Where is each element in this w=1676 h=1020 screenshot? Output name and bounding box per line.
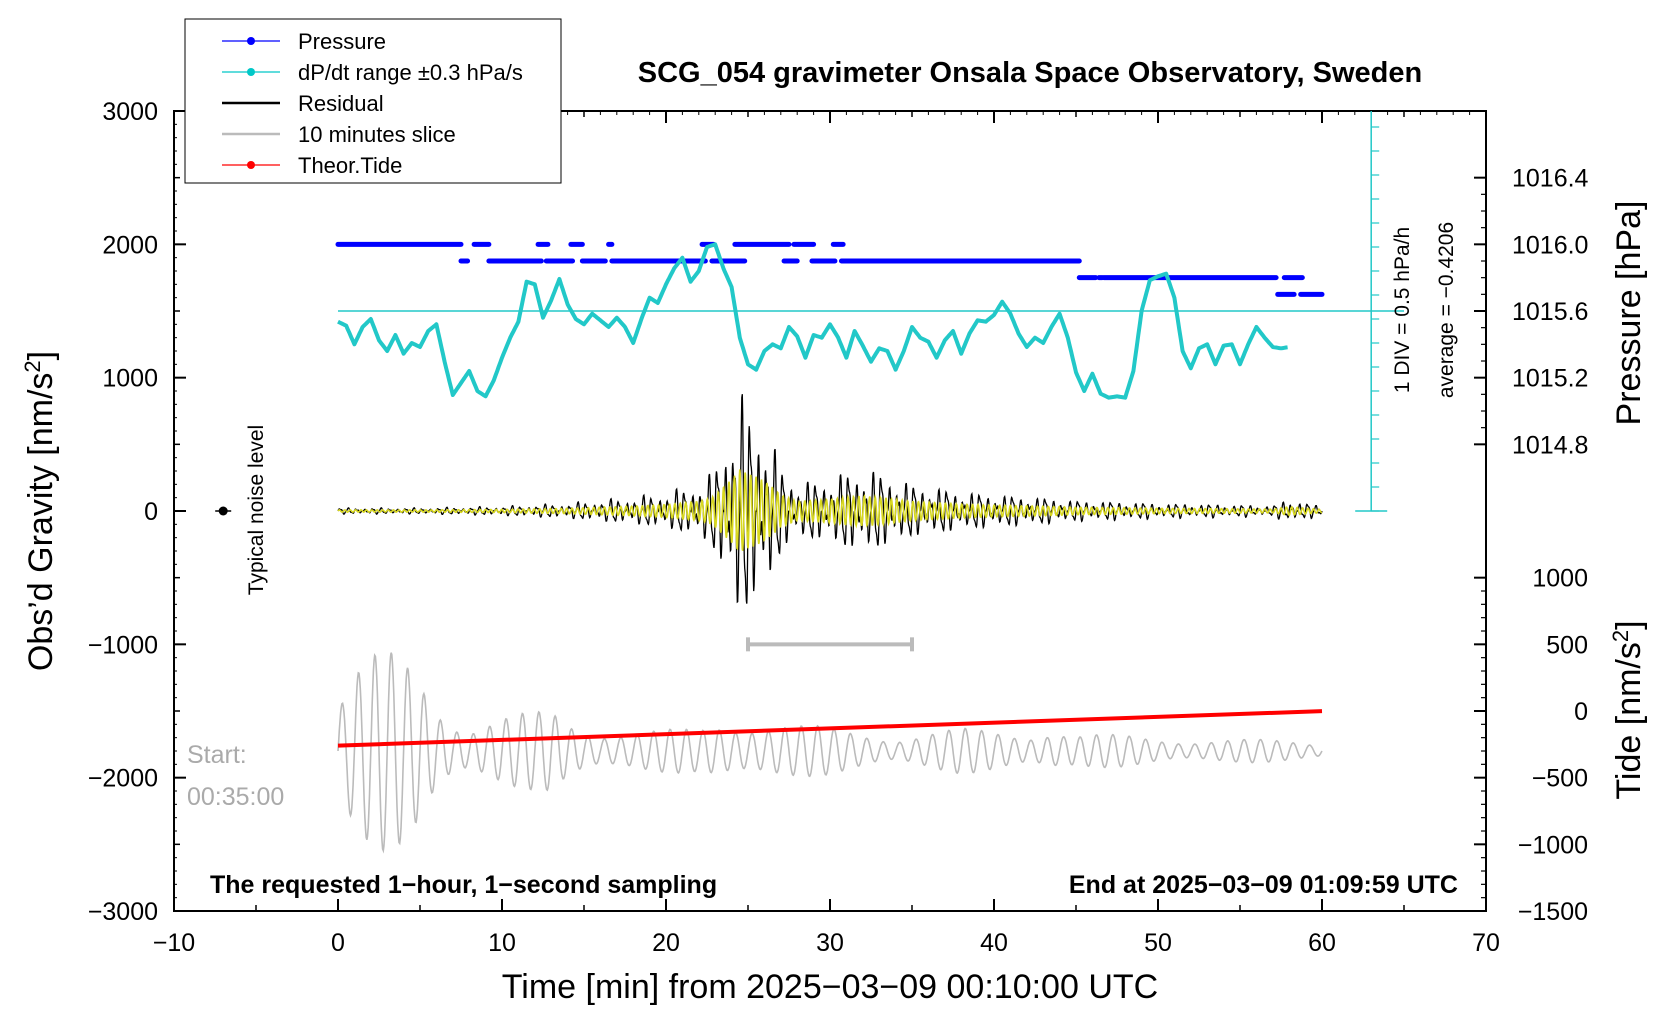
x-tick-label: 40: [980, 929, 1008, 957]
tide-axis-label: Tide [nm/s2]: [1608, 620, 1648, 799]
x-tick-label: 0: [331, 929, 345, 957]
noise-level-marker: [218, 506, 228, 516]
tide-tick-label: 0: [1574, 698, 1588, 726]
dpdt-div-label: 1 DIV = 0.5 hPa/h: [1391, 227, 1414, 393]
pressure-tick-label: 1015.2: [1512, 365, 1588, 393]
legend-label-0: Pressure: [298, 29, 386, 54]
tide-line: [337, 709, 1323, 748]
dpdt-average-label: average = −0.4206: [1435, 222, 1458, 398]
dpdt-curve: [337, 242, 1288, 400]
x-axis: −10 0 10 20 30 40 50 60 70: [153, 111, 1500, 957]
legend: Pressure dP/dt range ±0.3 hPa/s Residual 10…: [184, 18, 562, 184]
x-tick-label: 60: [1308, 929, 1336, 957]
gravity-axis: 3000 2000 1000 0 −1000 −2000 −3000: [88, 98, 186, 926]
legend-label-2: Residual: [298, 91, 384, 116]
x-tick-label: 30: [816, 929, 844, 957]
x-tick-label: −10: [153, 929, 195, 957]
gravity-tick-label: 0: [144, 498, 158, 526]
tide-axis: 1000 500 0 −500 −1000 −1500: [1474, 565, 1588, 926]
gravity-tick-label: −3000: [88, 898, 158, 926]
pressure-tick-label: 1016.4: [1512, 165, 1589, 193]
gravity-tick-label: −2000: [88, 765, 158, 793]
series-layer: [215, 111, 1404, 854]
legend-label-3: 10 minutes slice: [298, 122, 456, 147]
residual-filtered-trace: [337, 469, 1323, 551]
sampling-note: The requested 1−hour, 1−second sampling: [210, 871, 717, 899]
pressure-tick-label: 1016.0: [1512, 231, 1588, 259]
end-time-note: End at 2025−03−09 01:09:59 UTC: [1069, 871, 1458, 899]
legend-marker-4: [247, 161, 255, 169]
x-tick-label: 10: [488, 929, 516, 957]
legend-label-1: dP/dt range ±0.3 hPa/s: [298, 60, 523, 85]
tide-tick-label: 1000: [1532, 565, 1588, 593]
start-time-label: 00:35:00: [187, 783, 284, 811]
x-tick-label: 70: [1472, 929, 1500, 957]
x-tick-label: 20: [652, 929, 680, 957]
gravity-tick-label: 3000: [102, 98, 158, 126]
slice-waveform: [337, 652, 1323, 854]
tide-tick-label: 500: [1546, 631, 1588, 659]
gravity-tick-label: 2000: [102, 231, 158, 259]
noise-level-label: Typical noise level: [245, 425, 268, 595]
pressure-tick-label: 1014.8: [1512, 431, 1588, 459]
legend-entries: Pressure dP/dt range ±0.3 hPa/s Residual 10…: [222, 29, 523, 178]
start-label: Start:: [187, 741, 247, 769]
legend-marker-0: [247, 37, 255, 45]
legend-box: [184, 18, 562, 184]
x-tick-label: 50: [1144, 929, 1172, 957]
pressure-tick-label: 1015.6: [1512, 298, 1588, 326]
x-axis-label: Time [min] from 2025−03−09 00:10:00 UTC: [502, 968, 1158, 1006]
legend-marker-1: [247, 68, 255, 76]
chart-title: SCG_054 gravimeter Onsala Space Observat…: [638, 57, 1422, 89]
gravity-tick-label: 1000: [102, 365, 158, 393]
tide-tick-label: −1500: [1518, 898, 1588, 926]
pressure-axis-label: Pressure [hPa]: [1610, 201, 1648, 426]
gravity-axis-label: Obs’d Gravity [nm/s2]: [20, 351, 60, 671]
gravity-tick-label: −1000: [88, 631, 158, 659]
pressure-axis: 1016.4 1016.0 1015.6 1015.2 1014.8: [1474, 165, 1589, 459]
tide-tick-label: −1000: [1518, 831, 1588, 859]
legend-label-4: Theor.Tide: [298, 153, 402, 178]
tide-tick-label: −500: [1532, 765, 1588, 793]
